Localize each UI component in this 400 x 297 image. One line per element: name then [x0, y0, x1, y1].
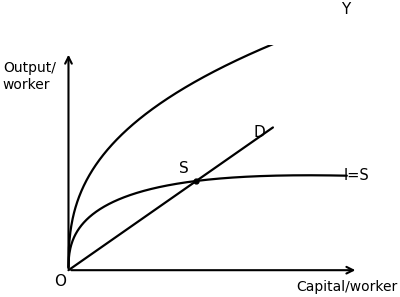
Text: D: D [253, 125, 265, 140]
Text: S: S [180, 161, 189, 176]
Text: O: O [54, 274, 66, 289]
Text: Y: Y [341, 2, 350, 17]
Text: I=S: I=S [344, 168, 370, 183]
Text: Capital/worker: Capital/worker [296, 280, 398, 294]
Text: Output/
worker: Output/ worker [3, 61, 56, 91]
